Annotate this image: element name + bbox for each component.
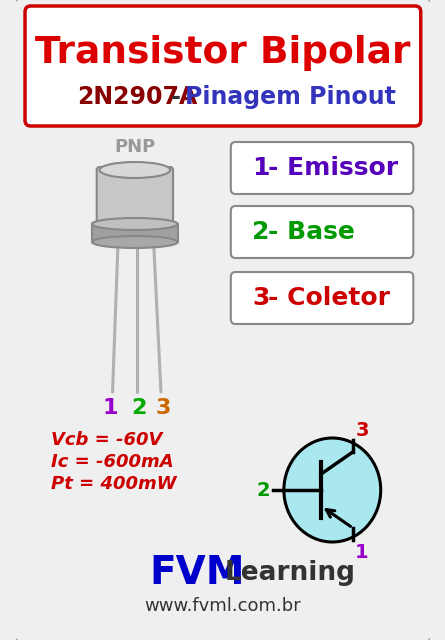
FancyBboxPatch shape (97, 167, 173, 231)
Text: Pinagem Pinout: Pinagem Pinout (185, 85, 396, 109)
Text: Learning: Learning (225, 560, 356, 586)
Text: Vcb = -60V: Vcb = -60V (51, 431, 162, 449)
FancyBboxPatch shape (25, 6, 421, 126)
FancyBboxPatch shape (14, 0, 432, 640)
Text: 3: 3 (155, 398, 170, 418)
Text: -: - (163, 85, 189, 109)
Text: Ic = -600mA: Ic = -600mA (51, 453, 174, 471)
Ellipse shape (100, 162, 170, 178)
Text: - Emissor: - Emissor (268, 156, 398, 180)
FancyBboxPatch shape (231, 142, 413, 194)
Text: 2: 2 (131, 398, 146, 418)
Text: www.fvml.com.br: www.fvml.com.br (144, 597, 301, 615)
FancyBboxPatch shape (231, 206, 413, 258)
Text: 2: 2 (257, 481, 270, 499)
Ellipse shape (92, 218, 178, 230)
Text: 1: 1 (355, 543, 369, 561)
Text: 1: 1 (103, 398, 118, 418)
Text: FVM: FVM (150, 554, 245, 592)
Text: Pt = 400mW: Pt = 400mW (51, 475, 177, 493)
Text: 1: 1 (252, 156, 270, 180)
Text: - Base: - Base (268, 220, 355, 244)
Text: Transistor Bipolar: Transistor Bipolar (35, 35, 410, 71)
Ellipse shape (284, 438, 381, 542)
Ellipse shape (92, 236, 178, 248)
FancyBboxPatch shape (92, 224, 178, 242)
Text: 3: 3 (252, 286, 270, 310)
Text: 2: 2 (252, 220, 270, 244)
Text: 3: 3 (356, 420, 369, 440)
Text: 2N2907A: 2N2907A (77, 85, 197, 109)
FancyBboxPatch shape (231, 272, 413, 324)
Text: PNP: PNP (114, 138, 155, 156)
Text: - Coletor: - Coletor (268, 286, 390, 310)
